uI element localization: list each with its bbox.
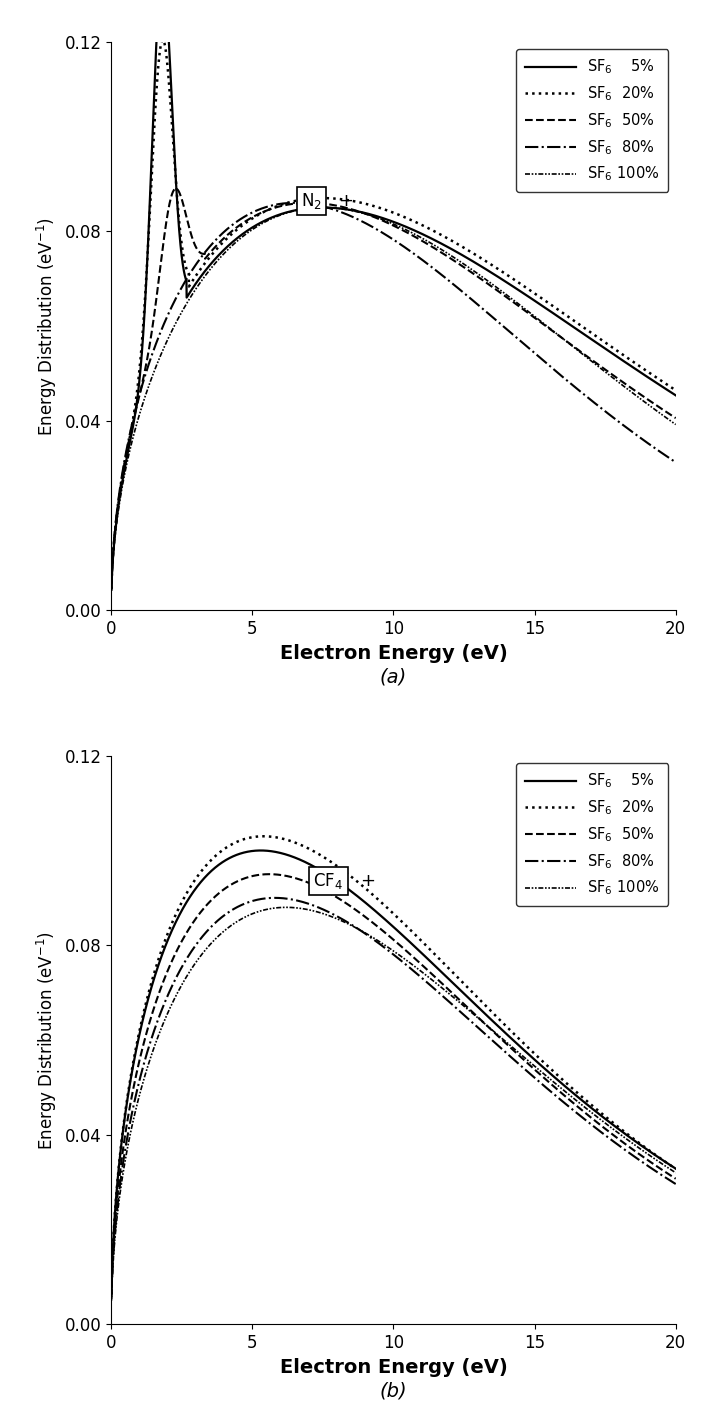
Y-axis label: Energy Distribution (eV$^{-1}$): Energy Distribution (eV$^{-1}$) (35, 931, 59, 1150)
Legend: SF$_6$    5%, SF$_6$  20%, SF$_6$  50%, SF$_6$  80%, SF$_6$ 100%: SF$_6$ 5%, SF$_6$ 20%, SF$_6$ 50%, SF$_6… (516, 763, 668, 907)
Text: (b): (b) (379, 1381, 407, 1401)
Legend: SF$_6$    5%, SF$_6$  20%, SF$_6$  50%, SF$_6$  80%, SF$_6$ 100%: SF$_6$ 5%, SF$_6$ 20%, SF$_6$ 50%, SF$_6… (516, 49, 668, 193)
Y-axis label: Energy Distribution (eV$^{-1}$): Energy Distribution (eV$^{-1}$) (35, 217, 59, 436)
Text: CF$_4$: CF$_4$ (314, 871, 343, 891)
X-axis label: Electron Energy (eV): Electron Energy (eV) (280, 1358, 508, 1377)
Text: +: + (338, 191, 353, 210)
X-axis label: Electron Energy (eV): Electron Energy (eV) (280, 644, 508, 663)
Text: N$_2$: N$_2$ (301, 191, 322, 211)
Text: (a): (a) (380, 667, 407, 687)
Text: +: + (360, 873, 376, 890)
